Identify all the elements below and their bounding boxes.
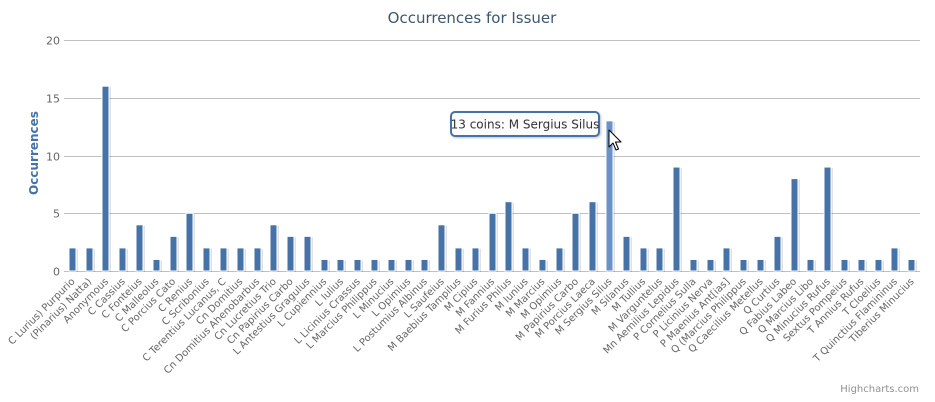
bar[interactable] bbox=[118, 247, 127, 272]
bar[interactable] bbox=[387, 258, 396, 272]
bar[interactable] bbox=[588, 201, 597, 272]
tooltip: 13 coins: M Sergius Silus bbox=[450, 111, 600, 137]
tooltip-box bbox=[450, 111, 600, 137]
y-tick-label: 10 bbox=[46, 151, 60, 164]
bar[interactable] bbox=[874, 258, 883, 272]
bar-series bbox=[68, 85, 917, 272]
bar[interactable] bbox=[336, 258, 345, 272]
bar[interactable] bbox=[471, 247, 480, 272]
bar[interactable] bbox=[689, 258, 698, 272]
bar[interactable] bbox=[790, 178, 799, 272]
y-tick-label: 0 bbox=[53, 266, 60, 279]
bar[interactable] bbox=[404, 258, 413, 272]
bar[interactable] bbox=[672, 166, 681, 272]
bar[interactable] bbox=[739, 258, 748, 272]
bar[interactable] bbox=[571, 212, 580, 272]
bar[interactable] bbox=[269, 224, 278, 272]
y-axis-title: Occurrences bbox=[27, 111, 41, 195]
bar[interactable] bbox=[370, 258, 379, 272]
y-tick-label: 5 bbox=[53, 208, 60, 221]
chart-title: Occurrences for Issuer bbox=[388, 9, 558, 27]
bar[interactable] bbox=[907, 258, 916, 272]
bar[interactable] bbox=[85, 247, 94, 272]
bar-highlighted[interactable] bbox=[605, 120, 614, 272]
bar[interactable] bbox=[504, 201, 513, 272]
bar[interactable] bbox=[857, 258, 866, 272]
bar[interactable] bbox=[135, 224, 144, 272]
bar[interactable] bbox=[823, 166, 832, 272]
bar[interactable] bbox=[169, 235, 178, 272]
bar[interactable] bbox=[68, 247, 77, 272]
bar[interactable] bbox=[706, 258, 715, 272]
credits-link[interactable]: Highcharts.com bbox=[840, 384, 919, 395]
bar[interactable] bbox=[756, 258, 765, 272]
bar[interactable] bbox=[202, 247, 211, 272]
bar[interactable] bbox=[773, 235, 782, 272]
bar[interactable] bbox=[840, 258, 849, 272]
bar[interactable] bbox=[253, 247, 262, 272]
bar[interactable] bbox=[555, 247, 564, 272]
bar[interactable] bbox=[521, 247, 530, 272]
bar[interactable] bbox=[219, 247, 228, 272]
bar[interactable] bbox=[639, 247, 648, 272]
bar[interactable] bbox=[420, 258, 429, 272]
bar[interactable] bbox=[454, 247, 463, 272]
y-tick-label: 20 bbox=[46, 35, 60, 48]
mouse-cursor-icon bbox=[608, 129, 622, 151]
bar[interactable] bbox=[538, 258, 547, 272]
bar[interactable] bbox=[236, 247, 245, 272]
bar[interactable] bbox=[353, 258, 362, 272]
bar[interactable] bbox=[152, 258, 161, 272]
bar[interactable] bbox=[722, 247, 731, 272]
bar[interactable] bbox=[320, 258, 329, 272]
bar[interactable] bbox=[303, 235, 312, 272]
x-axis-ticks: C Lurius) Purpurio(Pinarius) Natta)Anony… bbox=[7, 276, 917, 376]
y-tick-label: 15 bbox=[46, 93, 60, 106]
bar[interactable] bbox=[890, 247, 899, 272]
bar[interactable] bbox=[437, 224, 446, 272]
bar[interactable] bbox=[488, 212, 497, 272]
bar[interactable] bbox=[101, 85, 110, 272]
y-axis-ticks: 0 5 10 15 20 bbox=[46, 35, 60, 279]
bar[interactable] bbox=[622, 235, 631, 272]
tooltip-text: 13 coins: M Sergius Silus bbox=[451, 118, 600, 132]
bar[interactable] bbox=[806, 258, 815, 272]
bar[interactable] bbox=[286, 235, 295, 272]
bar[interactable] bbox=[655, 247, 664, 272]
bar[interactable] bbox=[185, 212, 194, 272]
